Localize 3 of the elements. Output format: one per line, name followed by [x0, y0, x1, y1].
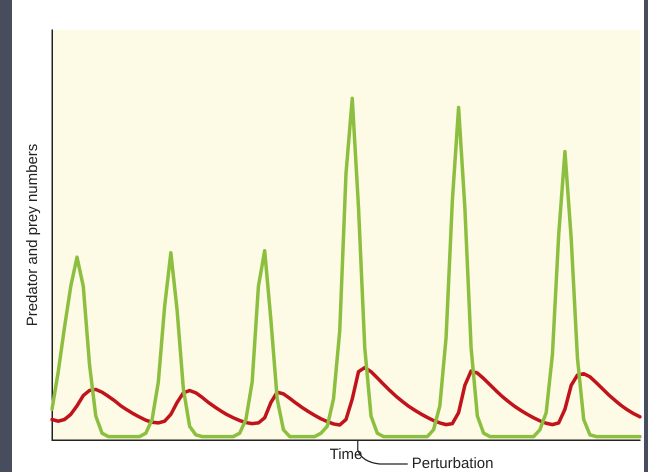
y-axis-title: Predator and prey numbers	[24, 144, 42, 326]
x-axis-title: Time	[330, 446, 362, 464]
text: Perturbation	[412, 455, 494, 472]
